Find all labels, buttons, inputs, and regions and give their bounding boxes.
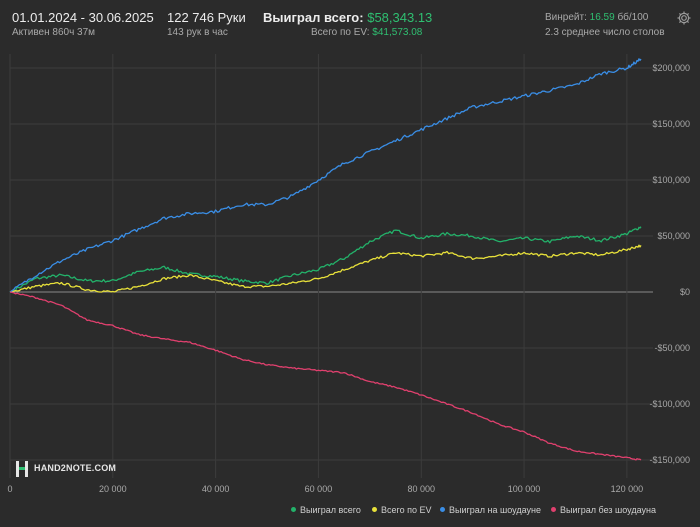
legend-swatch-showdown <box>440 507 445 512</box>
legend-swatch-won-total <box>291 507 296 512</box>
y-tick-label: $200,000 <box>652 63 690 73</box>
x-tick-label: 60 000 <box>305 484 333 494</box>
hand2note-logo-text: HAND2NOTE.COM <box>34 463 117 473</box>
won-total-group: Выиграл всего: $58,343.13 <box>263 10 432 25</box>
won-total-label: Выиграл всего: <box>263 10 364 25</box>
y-tick-label: -$100,000 <box>649 399 690 409</box>
results-chart: $200,000 $150,000 $100,000 $50,000 $0 -$50,00… <box>7 54 690 494</box>
y-tick-label: -$150,000 <box>649 455 690 465</box>
series-non-showdown <box>9 291 642 461</box>
y-tick-label: $150,000 <box>652 119 690 129</box>
legend-label-showdown: Выиграл на шоудауне <box>449 505 541 515</box>
x-tick-label: 80 000 <box>407 484 435 494</box>
active-time: Активен 860ч 37м <box>12 27 96 38</box>
avg-tables: 2.3 среднее число столов <box>545 27 665 38</box>
chart-legend: Выиграл всего Всего по EV Выиграл на шоу… <box>0 502 700 522</box>
ev-group: Всего по EV: $41,573.08 <box>311 27 422 38</box>
series-ev <box>9 244 642 293</box>
winrate-group: Винрейт: 16.59 бб/100 <box>545 12 648 23</box>
legend-item-won-total[interactable]: Выиграл всего <box>291 505 361 515</box>
winrate-value: 16.59 <box>589 12 615 23</box>
date-range[interactable]: 01.01.2024 - 30.06.2025 <box>12 10 154 25</box>
series-showdown <box>9 58 642 293</box>
legend-item-showdown[interactable]: Выиграл на шоудауне <box>440 505 541 515</box>
hand2note-logo-icon <box>16 461 28 477</box>
x-tick-label: 20 000 <box>99 484 127 494</box>
hands-per-hour: 143 рук в час <box>167 27 228 38</box>
ev-value: $41,573.08 <box>372 27 423 38</box>
x-tick-label: 120 000 <box>611 484 644 494</box>
y-tick-label: -$50,000 <box>654 343 690 353</box>
hands-count: 122 746 Руки <box>167 10 246 25</box>
legend-item-ev[interactable]: Всего по EV <box>372 505 431 515</box>
ev-label: Всего по EV: <box>311 27 370 38</box>
y-tick-label: $50,000 <box>657 231 690 241</box>
legend-label-won-total: Выиграл всего <box>300 505 361 515</box>
gear-icon[interactable] <box>676 10 692 26</box>
x-tick-label: 40 000 <box>202 484 230 494</box>
legend-item-non-showdown[interactable]: Выиграл без шоудауна <box>551 505 656 515</box>
stats-header: 01.01.2024 - 30.06.2025 Активен 860ч 37м… <box>0 0 700 44</box>
y-tick-label: $0 <box>680 287 690 297</box>
legend-label-ev: Всего по EV <box>381 505 432 515</box>
y-tick-label: $100,000 <box>652 175 690 185</box>
winrate-label: Винрейт: <box>545 12 587 23</box>
series-won-total <box>9 226 642 293</box>
legend-swatch-ev <box>372 507 377 512</box>
legend-label-non-showdown: Выиграл без шоудауна <box>560 505 656 515</box>
winrate-unit: бб/100 <box>617 12 649 23</box>
x-tick-label: 100 000 <box>508 484 541 494</box>
legend-swatch-non-showdown <box>551 507 556 512</box>
won-total-value: $58,343.13 <box>367 10 433 25</box>
x-tick-label: 0 <box>7 484 12 494</box>
